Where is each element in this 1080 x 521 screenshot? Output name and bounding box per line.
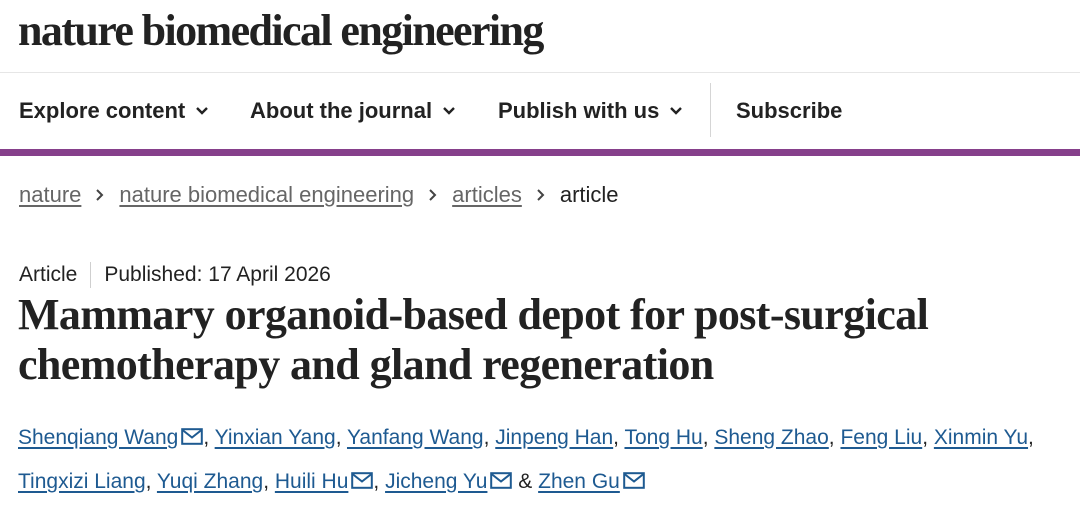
- author-link[interactable]: Feng Liu: [840, 426, 923, 449]
- author-list: Shenqiang Wang, Yinxian Yang, Yanfang Wa…: [18, 416, 1068, 504]
- chevron-down-icon: [443, 107, 455, 115]
- nav-subscribe-label: Subscribe: [736, 98, 843, 123]
- published-date: Published: 17 April 2026: [104, 263, 331, 286]
- masthead: nature biomedical engineering: [0, 0, 1080, 73]
- nav-explore-content[interactable]: Explore content: [19, 98, 209, 124]
- author-separator: ,: [828, 426, 841, 449]
- author-link[interactable]: Yanfang Wang: [346, 426, 484, 449]
- author-link[interactable]: Tong Hu: [624, 426, 703, 449]
- chevron-right-icon: [96, 189, 104, 201]
- author-separator: ,: [922, 426, 934, 449]
- author-link[interactable]: Huili Hu: [274, 470, 349, 493]
- nav-divider: [710, 83, 711, 137]
- chevron-down-icon: [670, 107, 683, 115]
- main-nav: Explore content About the journal Publis…: [0, 73, 1080, 156]
- breadcrumb-nature[interactable]: nature: [19, 182, 82, 207]
- breadcrumb-current: article: [559, 182, 619, 207]
- nav-about-label: About the journal: [250, 98, 433, 123]
- journal-logo[interactable]: nature biomedical engineering: [18, 6, 544, 55]
- author-separator: &: [512, 470, 539, 493]
- mail-icon[interactable]: [181, 428, 204, 445]
- chevron-down-icon: [196, 107, 209, 115]
- author-separator: ,: [483, 426, 496, 449]
- author-separator: ,: [145, 470, 157, 493]
- author-separator: ,: [1028, 426, 1034, 449]
- author-separator: ,: [373, 470, 386, 493]
- mail-icon[interactable]: [351, 472, 374, 489]
- breadcrumb-articles[interactable]: articles: [452, 182, 522, 207]
- nav-subscribe[interactable]: Subscribe: [736, 98, 842, 124]
- article-title: Mammary organoid-based depot for post-su…: [18, 290, 929, 389]
- meta-divider: [90, 262, 92, 288]
- nav-publish-with-us[interactable]: Publish with us: [498, 98, 683, 124]
- breadcrumb: nature nature biomedical engineering art…: [19, 182, 619, 208]
- nav-explore-label: Explore content: [19, 98, 186, 123]
- author-separator: ,: [203, 426, 215, 449]
- nav-about-journal[interactable]: About the journal: [250, 98, 456, 124]
- author-separator: ,: [263, 470, 275, 493]
- author-separator: ,: [613, 426, 625, 449]
- author-link[interactable]: Zhen Gu: [538, 470, 620, 493]
- author-link[interactable]: Tingxizi Liang: [18, 470, 146, 493]
- author-link[interactable]: Yuqi Zhang: [156, 470, 264, 493]
- mail-icon[interactable]: [490, 472, 513, 489]
- author-separator: ,: [702, 426, 715, 449]
- breadcrumb-journal[interactable]: nature biomedical engineering: [119, 182, 415, 207]
- author-link[interactable]: Yinxian Yang: [214, 426, 336, 449]
- author-link[interactable]: Jinpeng Han: [495, 426, 614, 449]
- author-link[interactable]: Xinmin Yu: [933, 426, 1029, 449]
- author-link[interactable]: Jicheng Yu: [385, 470, 488, 493]
- author-link[interactable]: Shenqiang Wang: [18, 426, 179, 449]
- article-meta: Article Published: 17 April 2026: [19, 262, 331, 288]
- author-link[interactable]: Sheng Zhao: [714, 426, 829, 449]
- chevron-right-icon: [537, 189, 545, 201]
- chevron-right-icon: [429, 189, 437, 201]
- mail-icon[interactable]: [623, 472, 645, 489]
- article-type: Article: [19, 263, 78, 286]
- nav-publish-label: Publish with us: [498, 98, 660, 123]
- author-separator: ,: [335, 426, 347, 449]
